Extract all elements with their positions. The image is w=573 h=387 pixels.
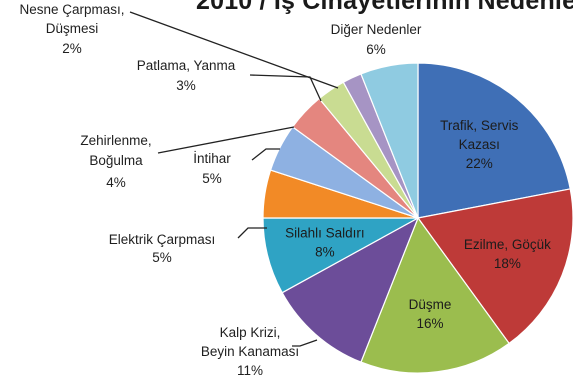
slice-category-label: Kalp Krizi, — [220, 325, 281, 340]
slice-percent-label: 5% — [202, 171, 222, 186]
chart-title: 2010 / İş Cinayetlerinin Nedenleri — [196, 0, 573, 15]
slice-percent-label: 22% — [466, 156, 493, 171]
slice-category-label: İntihar — [193, 151, 231, 166]
slice-category-label: Beyin Kanaması — [201, 344, 299, 359]
slice-category-label: Kazası — [459, 137, 500, 152]
slice-category-label: Trafik, Servis — [440, 118, 519, 133]
slice-category-label: Nesne Çarpması, — [19, 2, 124, 17]
slice-category-label: Boğulma — [89, 153, 143, 168]
leader-line — [249, 74, 322, 102]
slice-category-label: Patlama, Yanma — [137, 58, 236, 73]
leader-line — [251, 148, 280, 161]
slice-percent-label: 3% — [176, 78, 196, 93]
slice-category-label: Ezilme, Göçük — [464, 237, 551, 252]
slice-percent-label: 18% — [494, 256, 521, 271]
slice-percent-label: 5% — [152, 250, 172, 265]
slice-category-label: Elektrik Çarpması — [109, 232, 216, 247]
pie-slice — [360, 62, 419, 219]
slice-category-label: Düşmesi — [46, 21, 99, 36]
pie-slice — [416, 188, 573, 345]
leader-line — [129, 11, 339, 89]
slice-category-label: Düşme — [409, 297, 452, 312]
pie-slice — [417, 62, 571, 219]
slice-category-label: Diğer Nedenler — [331, 22, 422, 37]
slice-percent-label: 2% — [62, 41, 82, 56]
pie-slice — [360, 216, 510, 374]
slice-percent-label: 16% — [416, 316, 443, 331]
leader-line — [237, 227, 267, 239]
slice-category-label: Silahlı Saldırı — [285, 225, 365, 240]
slice-percent-label: 6% — [366, 42, 386, 57]
slice-percent-label: 11% — [237, 363, 263, 378]
leader-line — [157, 126, 295, 154]
pie-slice — [281, 216, 420, 363]
slice-category-label: Zehirlenme, — [80, 133, 151, 148]
slice-percent-label: 4% — [106, 175, 126, 190]
leader-line — [292, 339, 318, 347]
slice-percent-label: 8% — [315, 244, 335, 259]
